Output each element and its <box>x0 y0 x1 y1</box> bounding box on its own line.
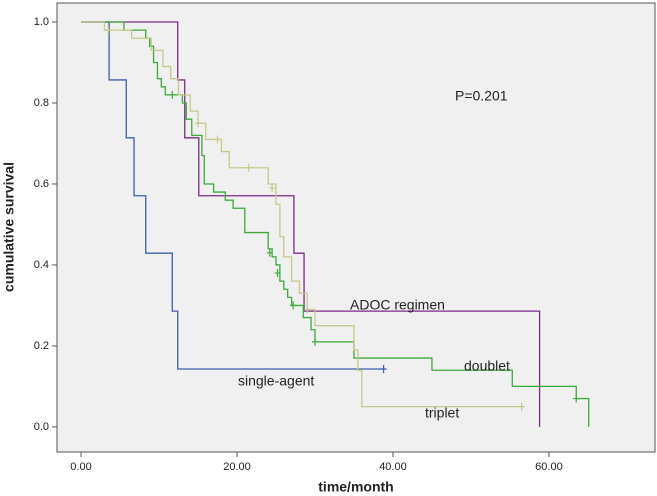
y-tick-label: 0.0 <box>34 421 49 433</box>
y-tick-label: 0.2 <box>34 340 49 352</box>
censor-mark <box>169 90 176 99</box>
censor-mark <box>518 402 525 411</box>
x-tick-label: 40.00 <box>379 461 407 473</box>
y-tick-label: 0.4 <box>34 259 49 271</box>
survival-curve <box>81 21 384 370</box>
censor-mark <box>380 365 387 374</box>
censor-mark <box>269 184 276 193</box>
censor-mark <box>304 305 311 314</box>
censor-mark <box>214 135 221 144</box>
x-tick-label: 0.00 <box>70 461 91 473</box>
y-axis-title: cumulative survival <box>1 162 17 292</box>
y-tick-label: 1.0 <box>34 16 49 28</box>
x-tick-label: 20.00 <box>223 461 251 473</box>
series-label: ADOC regimen <box>350 297 445 313</box>
p-value: P=0.201 <box>455 88 508 104</box>
survival-curve <box>81 21 541 427</box>
censor-mark <box>573 394 580 403</box>
series-label: single-agent <box>238 373 314 389</box>
censor-mark <box>290 301 297 310</box>
censor-mark <box>311 337 318 346</box>
x-axis-title: time/month <box>318 479 393 495</box>
censor-mark <box>245 163 252 172</box>
censor-mark <box>105 26 112 35</box>
censor-mark <box>274 269 281 278</box>
x-tick-label: 60.00 <box>535 461 563 473</box>
censor-mark <box>194 119 201 128</box>
y-tick-label: 0.6 <box>34 178 49 190</box>
plot-area <box>56 2 656 453</box>
survival-curve <box>81 21 590 427</box>
censor-mark <box>266 248 273 257</box>
y-tick-label: 0.8 <box>34 97 49 109</box>
series-label: doublet <box>464 358 510 374</box>
series-label: triplet <box>425 405 459 421</box>
